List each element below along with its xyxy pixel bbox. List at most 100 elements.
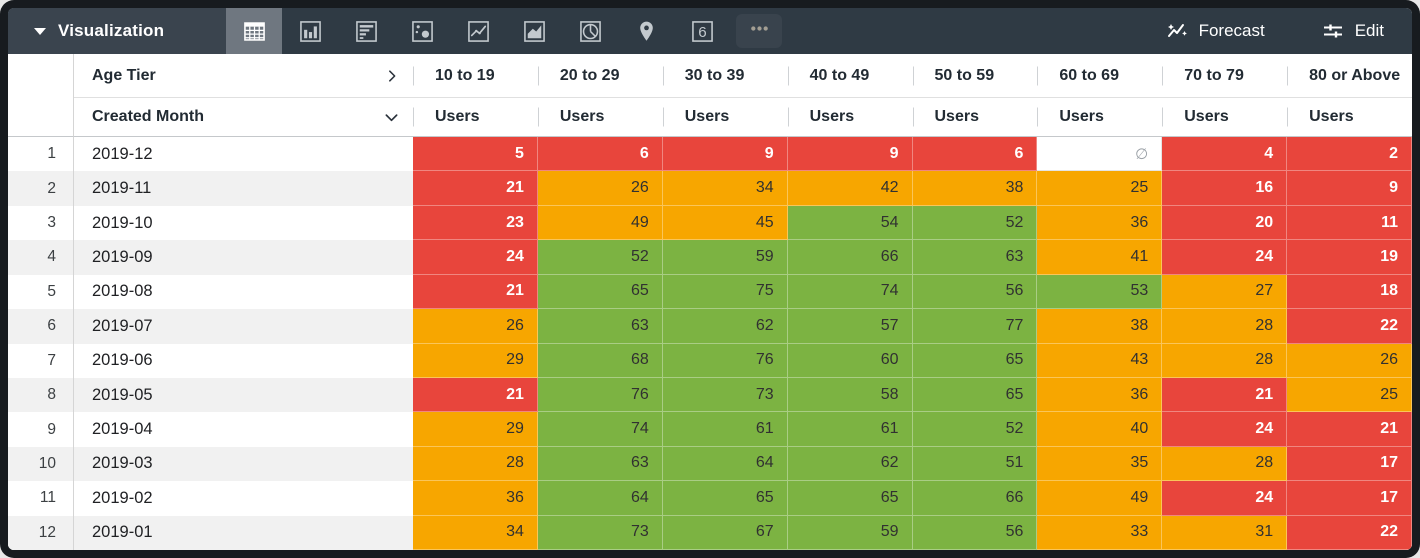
- month-cell[interactable]: 2019-07: [74, 309, 413, 344]
- value-cell[interactable]: 33: [1037, 515, 1163, 550]
- value-cell[interactable]: 63: [537, 309, 663, 344]
- value-cell[interactable]: 36: [413, 481, 538, 516]
- month-cell[interactable]: 2019-04: [92, 420, 153, 439]
- value-cell[interactable]: 11: [1287, 205, 1412, 241]
- value-cell[interactable]: 9: [787, 137, 913, 172]
- value-cell[interactable]: 49: [1037, 481, 1163, 516]
- value-cell[interactable]: 34: [662, 171, 788, 206]
- value-cell[interactable]: 59: [787, 515, 913, 550]
- value-cell[interactable]: 18: [1287, 274, 1412, 310]
- age-tier-column-header[interactable]: 50 to 59: [912, 54, 1038, 98]
- value-cell[interactable]: 20: [1162, 205, 1288, 241]
- value-cell[interactable]: 34: [413, 515, 538, 550]
- area-chart-button[interactable]: [506, 8, 562, 54]
- value-cell[interactable]: 29: [413, 412, 538, 447]
- value-cell[interactable]: 61: [662, 412, 788, 447]
- value-cell[interactable]: 65: [912, 343, 1038, 378]
- value-cell[interactable]: 6: [537, 137, 663, 172]
- users-measure-header[interactable]: Users: [1037, 98, 1163, 137]
- value-cell[interactable]: 26: [413, 309, 538, 344]
- value-cell[interactable]: 17: [1287, 446, 1412, 482]
- value-cell[interactable]: 24: [1162, 240, 1288, 275]
- value-cell[interactable]: 49: [537, 205, 663, 241]
- value-cell[interactable]: 52: [912, 205, 1038, 241]
- users-measure-header[interactable]: Users: [662, 98, 788, 137]
- value-cell[interactable]: 38: [1037, 309, 1163, 344]
- scatter-chart-button[interactable]: [394, 8, 450, 54]
- value-cell[interactable]: 77: [912, 309, 1038, 344]
- value-cell[interactable]: 25: [1287, 377, 1412, 413]
- users-measure-header[interactable]: Users: [1287, 98, 1412, 137]
- value-cell[interactable]: 4: [1162, 137, 1288, 172]
- value-cell[interactable]: 9: [662, 137, 788, 172]
- value-cell[interactable]: 28: [1162, 343, 1288, 378]
- value-cell[interactable]: 58: [787, 377, 913, 413]
- value-cell[interactable]: 74: [537, 412, 663, 447]
- value-cell[interactable]: 73: [537, 515, 663, 550]
- value-cell[interactable]: 76: [537, 377, 663, 413]
- value-cell[interactable]: 76: [662, 343, 788, 378]
- value-cell[interactable]: 65: [662, 481, 788, 516]
- created-month-dimension-header[interactable]: Created Month: [74, 98, 413, 137]
- value-cell[interactable]: 9: [1287, 171, 1412, 206]
- users-measure-header[interactable]: Users: [787, 98, 913, 137]
- value-cell[interactable]: 43: [1037, 343, 1163, 378]
- bar-chart-button[interactable]: [282, 8, 338, 54]
- value-cell[interactable]: 29: [413, 343, 538, 378]
- value-cell[interactable]: 23: [413, 205, 538, 241]
- value-cell[interactable]: 66: [912, 481, 1038, 516]
- value-cell[interactable]: 60: [787, 343, 913, 378]
- pie-chart-button[interactable]: [562, 8, 618, 54]
- value-cell[interactable]: 42: [787, 171, 913, 206]
- value-cell[interactable]: 54: [787, 205, 913, 241]
- value-cell[interactable]: 66: [787, 240, 913, 275]
- value-cell[interactable]: 16: [1162, 171, 1288, 206]
- users-measure-header[interactable]: Users: [413, 98, 538, 137]
- month-cell[interactable]: 2019-06: [92, 351, 153, 370]
- value-cell[interactable]: 38: [912, 171, 1038, 206]
- month-cell[interactable]: 2019-11: [74, 171, 413, 206]
- value-cell[interactable]: 21: [413, 377, 538, 413]
- value-cell[interactable]: 56: [912, 515, 1038, 550]
- value-cell[interactable]: 40: [1037, 412, 1163, 447]
- value-cell[interactable]: 22: [1287, 515, 1412, 550]
- value-cell[interactable]: 75: [662, 274, 788, 310]
- value-cell[interactable]: 63: [912, 240, 1038, 275]
- value-cell[interactable]: 36: [1037, 205, 1163, 241]
- value-cell[interactable]: ∅: [1037, 137, 1163, 172]
- visualization-dropdown[interactable]: Visualization: [8, 8, 226, 54]
- value-cell[interactable]: 24: [1162, 412, 1288, 447]
- value-cell[interactable]: 68: [537, 343, 663, 378]
- month-cell[interactable]: 2019-01: [74, 515, 413, 550]
- value-cell[interactable]: 21: [413, 274, 538, 310]
- value-cell[interactable]: 17: [1287, 481, 1412, 516]
- value-cell[interactable]: 36: [1037, 377, 1163, 413]
- age-tier-column-header[interactable]: 60 to 69: [1037, 54, 1163, 98]
- value-cell[interactable]: 41: [1037, 240, 1163, 275]
- value-cell[interactable]: 65: [912, 377, 1038, 413]
- value-cell[interactable]: 24: [413, 240, 538, 275]
- value-cell[interactable]: 57: [787, 309, 913, 344]
- value-cell[interactable]: 73: [662, 377, 788, 413]
- value-cell[interactable]: 28: [1162, 446, 1288, 482]
- value-cell[interactable]: 65: [787, 481, 913, 516]
- value-cell[interactable]: 52: [537, 240, 663, 275]
- value-cell[interactable]: 26: [537, 171, 663, 206]
- value-cell[interactable]: 28: [1162, 309, 1288, 344]
- value-cell[interactable]: 35: [1037, 446, 1163, 482]
- value-cell[interactable]: 56: [912, 274, 1038, 310]
- value-cell[interactable]: 31: [1162, 515, 1288, 550]
- month-cell[interactable]: 2019-02: [92, 488, 153, 507]
- line-chart-button[interactable]: [450, 8, 506, 54]
- month-cell[interactable]: 2019-05: [74, 377, 413, 413]
- age-tier-column-header[interactable]: 80 or Above: [1287, 54, 1412, 98]
- value-cell[interactable]: 6: [912, 137, 1038, 172]
- age-tier-column-header[interactable]: 10 to 19: [413, 54, 538, 98]
- age-tier-column-header[interactable]: 70 to 79: [1162, 54, 1288, 98]
- value-cell[interactable]: 28: [413, 446, 538, 482]
- age-tier-column-header[interactable]: 30 to 39: [662, 54, 788, 98]
- value-cell[interactable]: 64: [662, 446, 788, 482]
- forecast-button[interactable]: Forecast: [1137, 8, 1293, 54]
- value-cell[interactable]: 62: [787, 446, 913, 482]
- table-chart-button[interactable]: [226, 8, 282, 54]
